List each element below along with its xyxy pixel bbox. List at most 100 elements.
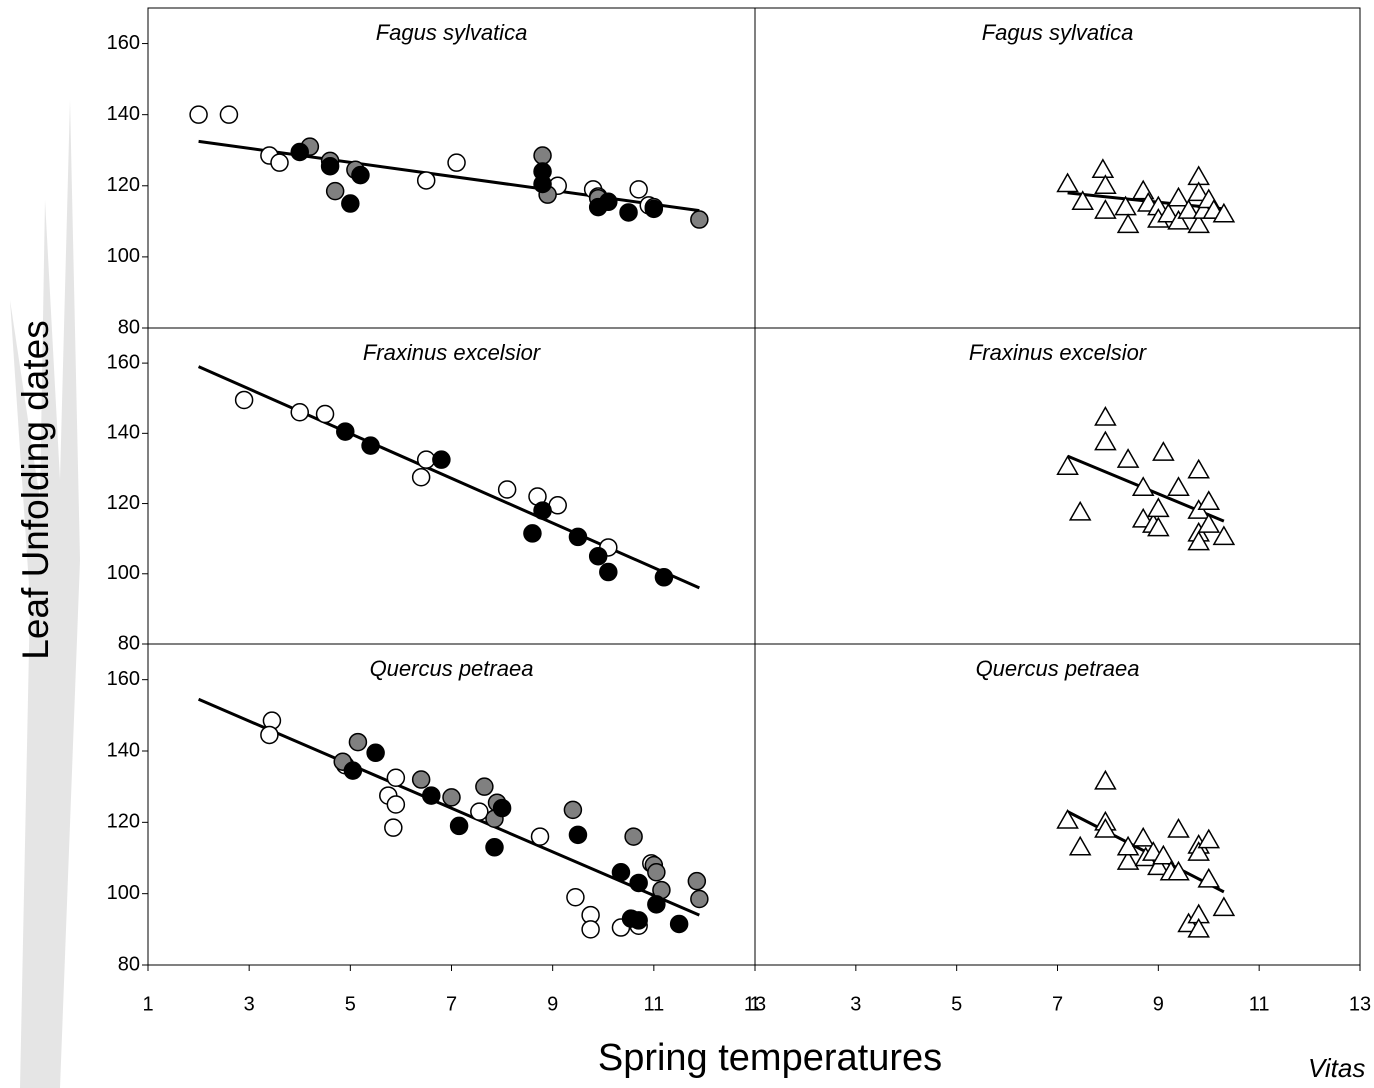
- point: [644, 199, 664, 219]
- point: [475, 777, 494, 796]
- panel-title: Fraxinus excelsior: [363, 340, 542, 365]
- point: [1094, 174, 1117, 195]
- point: [234, 390, 254, 410]
- point: [654, 568, 674, 587]
- point: [1094, 817, 1117, 838]
- point: [1131, 826, 1155, 847]
- y-tick-label: 80: [118, 953, 140, 975]
- panel-title: Quercus petraea: [370, 656, 534, 681]
- point: [1187, 458, 1210, 479]
- point: [386, 795, 406, 814]
- point: [442, 788, 461, 807]
- point: [533, 146, 552, 165]
- x-tick-label: 5: [345, 993, 356, 1015]
- y-tick-label: 140: [107, 103, 140, 125]
- point: [386, 768, 406, 787]
- point: [411, 770, 431, 789]
- point: [687, 871, 707, 891]
- panel-title: Fagus sylvatica: [982, 20, 1134, 45]
- x-tick-label: 11: [643, 993, 664, 1015]
- x-tick-label: 1: [749, 993, 760, 1015]
- point: [290, 142, 309, 162]
- point: [1147, 855, 1170, 876]
- point: [629, 911, 648, 930]
- point: [447, 153, 466, 172]
- point: [343, 761, 363, 780]
- point: [1197, 828, 1221, 849]
- point: [1116, 213, 1140, 234]
- panel-title: Fagus sylvatica: [376, 20, 528, 45]
- x-tick-label: 11: [1249, 993, 1270, 1015]
- point: [361, 436, 380, 455]
- point: [260, 725, 279, 745]
- panel-frame: [754, 327, 1361, 645]
- point: [411, 467, 431, 487]
- x-tick-label: 9: [1153, 993, 1164, 1015]
- point: [422, 786, 441, 805]
- point: [599, 562, 618, 582]
- panel-title: Quercus petraea: [976, 656, 1140, 681]
- panel-frame: [754, 643, 1361, 966]
- panel-frame: [754, 7, 1361, 329]
- point: [1197, 513, 1221, 533]
- point: [1071, 190, 1095, 211]
- panel-frame: [147, 327, 756, 645]
- point: [189, 105, 208, 124]
- point: [1056, 455, 1079, 475]
- point: [1187, 213, 1210, 234]
- point: [1212, 202, 1236, 223]
- point: [533, 501, 552, 520]
- point: [351, 165, 370, 185]
- point: [384, 818, 403, 837]
- point: [1094, 430, 1117, 451]
- point: [1091, 158, 1115, 179]
- point: [1187, 181, 1210, 202]
- point: [690, 889, 709, 909]
- point: [563, 800, 583, 820]
- point: [432, 450, 451, 469]
- point: [1094, 199, 1117, 219]
- point: [1167, 186, 1190, 207]
- point: [1167, 817, 1190, 838]
- x-tick-label: 9: [547, 993, 558, 1015]
- point: [1147, 516, 1170, 537]
- point: [568, 527, 588, 547]
- point: [1177, 199, 1200, 219]
- point: [320, 156, 340, 176]
- point: [1056, 809, 1079, 829]
- point: [523, 524, 542, 543]
- point: [1212, 896, 1236, 917]
- y-tick-label: 140: [107, 422, 140, 444]
- point: [1068, 500, 1092, 521]
- point: [588, 546, 608, 566]
- x-axis-label: Spring temperatures: [598, 1037, 942, 1079]
- point: [497, 480, 517, 499]
- x-tick-label: 13: [744, 993, 766, 1015]
- point: [568, 825, 588, 845]
- point: [270, 153, 289, 172]
- panel-title: Fraxinus excelsior: [969, 340, 1148, 365]
- point: [1187, 917, 1210, 938]
- point: [290, 403, 309, 422]
- y-tick-label: 100: [107, 245, 140, 267]
- point: [1212, 525, 1236, 546]
- point: [1152, 844, 1175, 865]
- y-tick-label: 80: [118, 632, 140, 654]
- y-tick-label: 100: [107, 882, 140, 904]
- point: [581, 920, 600, 939]
- y-tick-label: 160: [107, 351, 140, 373]
- point: [566, 887, 585, 907]
- point: [647, 863, 666, 882]
- point: [1114, 195, 1137, 216]
- point: [1056, 172, 1079, 193]
- y-tick-label: 80: [118, 316, 140, 338]
- point: [1167, 209, 1190, 230]
- point: [219, 105, 239, 124]
- point: [1152, 441, 1175, 461]
- point: [1197, 867, 1221, 888]
- point: [1116, 448, 1140, 468]
- point: [485, 838, 504, 857]
- point: [1116, 850, 1140, 870]
